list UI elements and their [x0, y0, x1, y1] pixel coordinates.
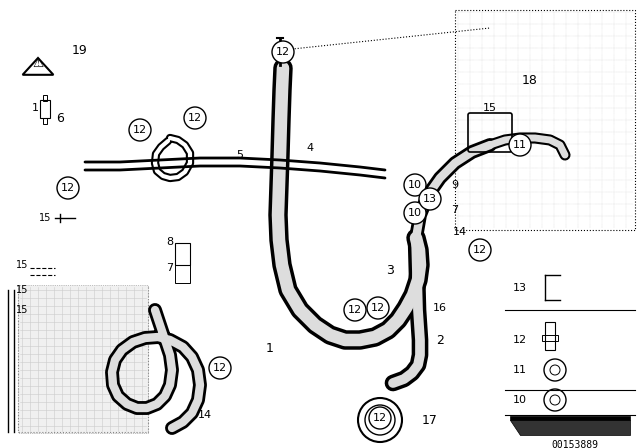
Circle shape: [509, 134, 531, 156]
Text: 11: 11: [513, 365, 527, 375]
Bar: [542, 335, 558, 341]
Text: 15: 15: [16, 305, 28, 315]
Text: 12: 12: [473, 245, 487, 255]
Circle shape: [209, 357, 231, 379]
Circle shape: [367, 297, 389, 319]
Text: 11: 11: [513, 140, 527, 150]
Text: 12: 12: [513, 335, 527, 345]
Text: 1: 1: [31, 103, 38, 113]
Text: 10: 10: [408, 180, 422, 190]
Text: 16: 16: [433, 303, 447, 313]
Circle shape: [129, 119, 151, 141]
Text: 15: 15: [483, 103, 497, 113]
Text: 15: 15: [16, 260, 28, 270]
Text: 00153889: 00153889: [552, 440, 598, 448]
Text: 5: 5: [237, 150, 243, 160]
Text: 12: 12: [213, 363, 227, 373]
Text: 12: 12: [61, 183, 75, 193]
Circle shape: [344, 299, 366, 321]
Bar: [43, 95, 47, 101]
Text: 12: 12: [133, 125, 147, 135]
Text: 4: 4: [307, 143, 314, 153]
Circle shape: [469, 239, 491, 261]
Bar: [175, 243, 190, 265]
Circle shape: [369, 407, 391, 429]
Bar: [40, 100, 50, 118]
Text: 18: 18: [522, 73, 538, 86]
Text: 10: 10: [408, 208, 422, 218]
Text: 12: 12: [373, 413, 387, 423]
Bar: [18, 285, 148, 433]
Text: 12: 12: [188, 113, 202, 123]
Circle shape: [404, 174, 426, 196]
Text: 13: 13: [423, 194, 437, 204]
Text: 2: 2: [436, 333, 444, 346]
Text: 14: 14: [453, 227, 467, 237]
Circle shape: [57, 177, 79, 199]
Text: 12: 12: [276, 47, 290, 57]
Text: 17: 17: [422, 414, 438, 426]
Bar: [43, 118, 47, 124]
Circle shape: [184, 107, 206, 129]
Text: 8: 8: [166, 237, 173, 247]
Text: ⚠: ⚠: [33, 57, 44, 70]
Text: 3: 3: [386, 263, 394, 276]
Text: 9: 9: [451, 180, 459, 190]
Text: 7: 7: [166, 263, 173, 273]
Text: 10: 10: [513, 395, 527, 405]
Text: 12: 12: [348, 305, 362, 315]
Polygon shape: [510, 420, 630, 435]
Text: 6: 6: [56, 112, 64, 125]
Bar: [545, 322, 555, 350]
Circle shape: [404, 202, 426, 224]
Text: 12: 12: [371, 303, 385, 313]
Circle shape: [272, 41, 294, 63]
Text: 1: 1: [266, 341, 274, 354]
Circle shape: [419, 188, 441, 210]
Polygon shape: [510, 416, 630, 420]
Text: 7: 7: [451, 205, 459, 215]
Text: 19: 19: [72, 43, 88, 56]
Bar: [175, 265, 190, 283]
Text: 15: 15: [39, 213, 51, 223]
Text: 14: 14: [198, 410, 212, 420]
Text: 13: 13: [513, 283, 527, 293]
Text: 15: 15: [16, 285, 28, 295]
